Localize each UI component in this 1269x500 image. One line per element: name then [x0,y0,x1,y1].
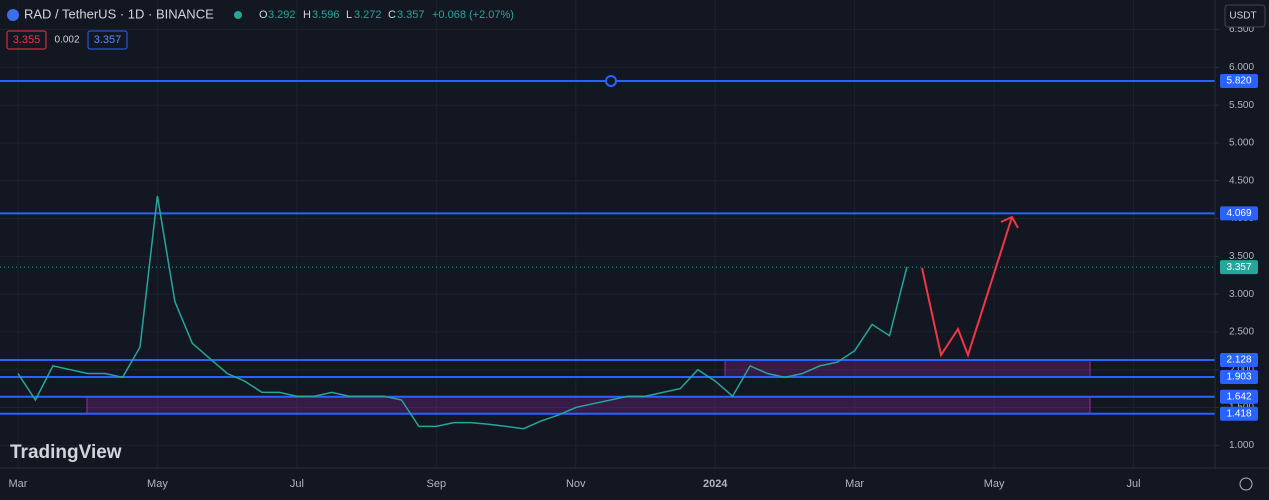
high: 3.596 [312,9,340,21]
y-tick-label: 1.000 [1229,440,1254,451]
x-tick-label: Mar [845,478,864,490]
x-tick-label: Mar [9,478,28,490]
sell[interactable]: 3.355 [13,34,41,46]
level-label-box [1220,370,1258,385]
y-tick-label: 6.500 [1229,24,1254,35]
levels [0,74,1215,415]
currency[interactable]: USDT [1229,11,1256,22]
zone [724,359,1091,378]
status-dot [234,11,242,19]
grid [0,0,1215,468]
axes: 1.0001.5002.0002.5003.0003.5004.0004.500… [9,24,1258,490]
x-tick-label: May [147,478,168,490]
level-label: 1.903 [1226,372,1251,383]
buy[interactable]: 3.357 [94,34,122,46]
x-tick-label: Sep [427,478,447,490]
spread: 0.002 [54,35,79,46]
y-tick-label: 4.500 [1229,175,1254,186]
x-tick-label: Jul [290,478,304,490]
y-tick-label: 5.000 [1229,138,1254,149]
y-tick-label: 5.500 [1229,100,1254,111]
buy-box[interactable] [87,30,128,50]
close: 3.357 [397,9,425,21]
open-label: O [259,9,268,21]
level-handle [605,74,617,87]
open: 3.292 [268,9,296,21]
close-label: C [388,9,396,21]
settings-icon[interactable] [1239,477,1253,491]
x-tick-label: May [984,478,1005,490]
y-tick-label: 2.500 [1229,327,1254,338]
low: 3.272 [354,9,382,21]
sell-box[interactable] [6,30,47,50]
level-label-box [1220,353,1258,368]
plot [0,195,1215,430]
y-tick-label: 3.000 [1229,289,1254,300]
high-label: H [303,9,311,21]
x-tick-label: Nov [566,478,586,490]
level-label: 1.418 [1226,408,1251,419]
currency-button[interactable] [1224,4,1266,28]
level-label: 4.069 [1226,208,1251,219]
symbol: RAD / TetherUS · 1D · BINANCE [24,6,214,21]
y-tick-label: 6.000 [1229,62,1254,73]
x-tick-label: 2024 [703,478,728,490]
last-price-label: 3.357 [1226,262,1251,273]
y-tick-label: 3.500 [1229,251,1254,262]
arrow-head [1000,215,1019,229]
level-label-box [1220,73,1258,88]
watermark: TradingView [10,442,122,463]
level-label: 2.128 [1226,355,1251,366]
level-label-box [1220,206,1258,221]
low-label: L [346,9,352,21]
projection-arrow [921,216,1013,359]
y-tick-label: 2.000 [1229,364,1254,375]
change: +0.068 (+2.07%) [432,9,514,21]
price-line [17,195,908,430]
x-tick-label: Jul [1126,478,1140,490]
level-label-box [1220,406,1258,421]
symbol-icon [7,9,19,21]
level-label: 1.642 [1226,391,1251,402]
level-label: 5.820 [1226,76,1251,87]
last-price-box [1220,260,1258,275]
level-label-box [1220,389,1258,404]
